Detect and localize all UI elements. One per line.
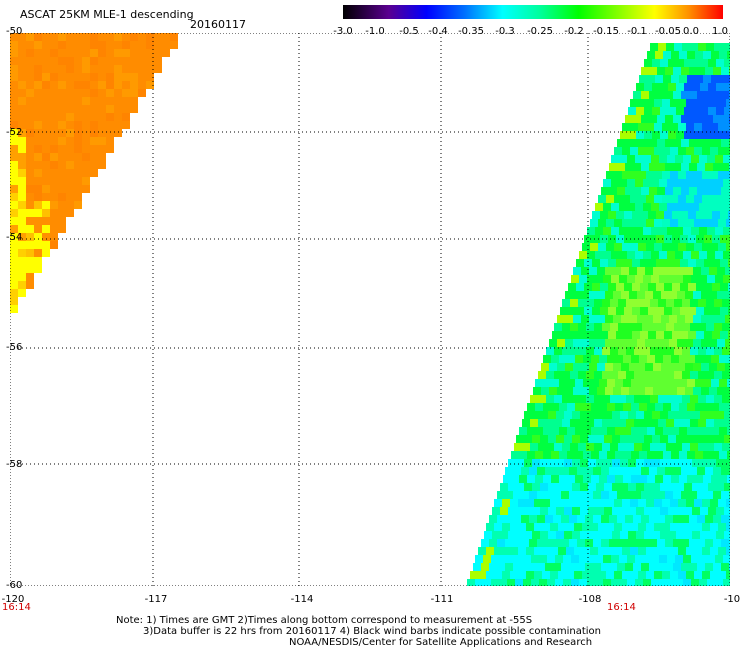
colorbar-label: 1.0	[712, 26, 728, 37]
map-plot	[10, 33, 730, 586]
colorbar-label: -0.25	[527, 26, 553, 37]
colorbar-label: -0.1	[627, 26, 647, 37]
note-line-1: Note: 1) Times are GMT 2)Times along bot…	[116, 615, 533, 626]
colorbar-label: -0.4	[428, 26, 448, 37]
lat-label: -60	[6, 580, 23, 591]
colorbar-label: -0.05	[655, 26, 681, 37]
map-date: 20160117	[190, 18, 246, 31]
time-label-right: 16:14	[607, 602, 636, 613]
lon-label: -10	[723, 594, 740, 605]
note-line-3: NOAA/NESDIS/Center for Satellite Applica…	[289, 637, 593, 648]
lon-label: -111	[430, 594, 454, 605]
colorbar-label: -0.3	[495, 26, 515, 37]
colorbar	[343, 5, 723, 19]
colorbar-gradient	[343, 5, 723, 19]
colorbar-label: -0.35	[458, 26, 484, 37]
colorbar-label: -0.15	[593, 26, 619, 37]
time-label-left: 16:14	[2, 602, 31, 613]
graticule	[10, 33, 730, 586]
colorbar-label: -0.5	[399, 26, 419, 37]
lon-label: -120	[1, 594, 25, 605]
map-title: ASCAT 25KM MLE-1 descending	[20, 8, 194, 21]
note-line-2: 3)Data buffer is 22 hrs from 20160117 4)…	[143, 626, 601, 637]
colorbar-label: -0.2	[564, 26, 584, 37]
colorbar-label: -1.0	[365, 26, 385, 37]
lat-label: -56	[6, 342, 23, 353]
lon-label: -114	[290, 594, 314, 605]
lon-label: -117	[144, 594, 168, 605]
left-swath	[10, 33, 178, 313]
lon-label: -108	[578, 594, 602, 605]
lat-label: -52	[6, 127, 23, 138]
colorbar-label: -3.0	[333, 26, 353, 37]
right-swath	[467, 43, 730, 586]
lat-label: -58	[6, 459, 23, 470]
lat-label: -54	[6, 232, 23, 243]
lat-label: -50	[6, 26, 23, 37]
colorbar-label: 0.0	[683, 26, 699, 37]
